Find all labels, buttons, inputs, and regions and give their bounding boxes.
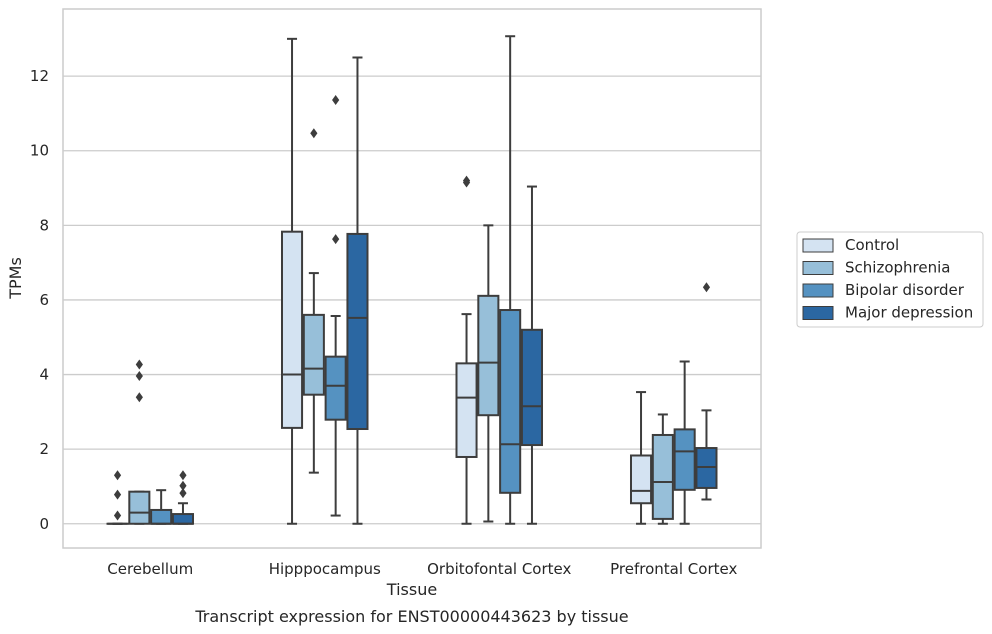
outlier-point [332, 234, 340, 245]
x-tick-labels: Cerebellum Hipppocampus Orbitofontal Corte… [107, 560, 737, 578]
outlier-point [310, 128, 318, 139]
outlier-point [332, 95, 340, 106]
legend-label: Control [845, 236, 899, 254]
box-group [302, 128, 325, 474]
outlier-point [702, 282, 711, 293]
chart-caption: Transcript expression for ENST0000044362… [194, 607, 628, 626]
box [651, 433, 674, 520]
box-group [280, 37, 304, 525]
box-group [150, 489, 173, 525]
box-plot-marks [106, 35, 718, 525]
box-group [651, 413, 674, 525]
box [520, 328, 544, 447]
y-tick-label: 12 [30, 67, 49, 85]
plot-area-frame [62, 8, 762, 549]
outlier-point [113, 470, 122, 481]
box [324, 355, 347, 421]
box [302, 313, 325, 396]
box [128, 490, 151, 525]
x-tick-label: Prefrontal Cortex [610, 560, 737, 578]
x-tick-label: Cerebellum [107, 560, 193, 578]
y-axis-title: TPMs [6, 257, 25, 300]
x-tick-label: Orbitofontal Cortex [427, 560, 571, 578]
box-group [477, 224, 500, 523]
box [346, 232, 369, 431]
legend: Control Schizophrenia Bipolar disorder Majo… [796, 231, 984, 328]
outlier-point [135, 359, 143, 370]
y-tick-labels: 0 2 4 6 8 10 12 [30, 67, 49, 533]
outlier-point [462, 177, 471, 188]
y-tick-label: 8 [39, 216, 49, 234]
y-tick-label: 10 [30, 142, 49, 160]
box [280, 230, 304, 429]
box [477, 294, 500, 417]
box-group [128, 359, 151, 525]
box-group [171, 470, 195, 525]
box [673, 428, 696, 491]
x-axis-title: Tissue [386, 580, 437, 599]
outlier-point [113, 489, 122, 500]
box [499, 309, 522, 494]
y-tick-label: 4 [39, 366, 49, 384]
legend-label: Major depression [845, 304, 973, 322]
box [150, 508, 173, 525]
box [171, 513, 195, 525]
legend-label: Bipolar disorder [845, 281, 965, 299]
outlier-point [135, 392, 143, 403]
legend-swatch [802, 306, 834, 320]
y-tick-label: 0 [39, 515, 49, 533]
legend-label: Schizophrenia [845, 259, 950, 277]
outlier-point [135, 371, 143, 382]
outlier-point [179, 470, 187, 481]
box-group [520, 185, 544, 525]
box-group [324, 95, 347, 517]
box-group [499, 35, 522, 525]
legend-swatch [802, 261, 834, 275]
box-group [629, 391, 653, 525]
y-tick-label: 6 [39, 291, 49, 309]
box [629, 454, 653, 505]
box [455, 362, 478, 458]
box-group [455, 175, 478, 525]
legend-swatch [802, 238, 834, 253]
box-group [695, 282, 718, 501]
box-group [346, 56, 369, 525]
outlier-point [113, 510, 122, 521]
gridlines [63, 75, 761, 525]
y-tick-label: 2 [39, 440, 49, 458]
legend-frame [796, 231, 984, 328]
x-tick-label: Hipppocampus [269, 560, 381, 578]
legend-swatch [802, 283, 834, 298]
box-group [106, 470, 129, 525]
box-group [673, 360, 696, 525]
outlier-point [179, 480, 187, 491]
outlier-point [179, 488, 187, 499]
